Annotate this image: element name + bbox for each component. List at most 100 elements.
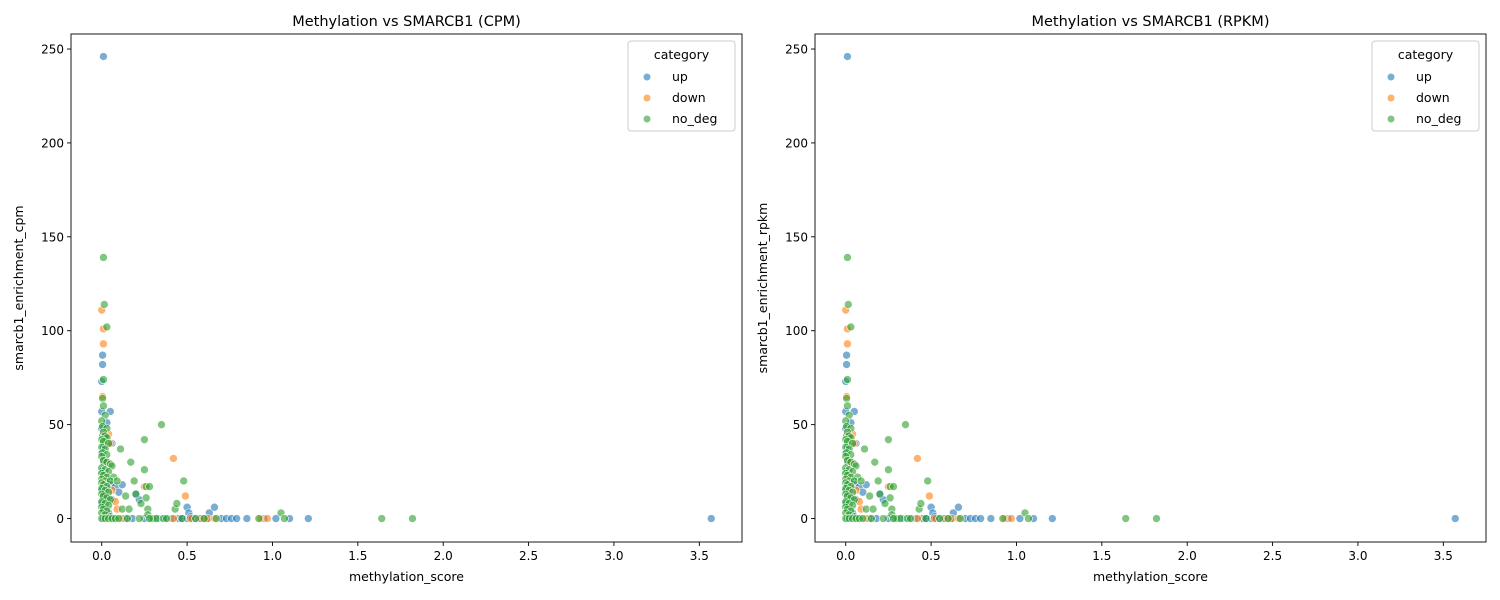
point-no_deg xyxy=(199,514,209,523)
point-up xyxy=(98,350,107,360)
x-axis-label: methylation_score xyxy=(349,569,464,584)
point-down xyxy=(1007,514,1016,523)
point-no_deg xyxy=(889,514,898,523)
point-no_deg xyxy=(136,499,146,508)
legend-marker-up xyxy=(1387,73,1395,81)
point-no_deg xyxy=(99,253,108,262)
legend-box xyxy=(1371,40,1480,132)
point-no_deg xyxy=(135,514,144,523)
point-up xyxy=(1450,514,1460,523)
data-points xyxy=(841,52,1460,523)
legend-marker-up xyxy=(643,73,651,81)
point-no_deg xyxy=(867,514,876,523)
data-points xyxy=(97,52,716,523)
point-no_deg xyxy=(140,465,149,475)
point-no_deg xyxy=(112,476,122,486)
point-no_deg xyxy=(846,322,856,332)
point-no_deg xyxy=(1152,514,1161,523)
point-no_deg xyxy=(870,457,880,467)
point-up xyxy=(232,514,241,523)
point-up xyxy=(706,514,716,523)
legend-marker-no_deg xyxy=(1387,115,1395,123)
legend-marker-no_deg xyxy=(643,115,651,123)
point-no_deg xyxy=(131,489,141,499)
plot-frame xyxy=(70,33,743,543)
point-no_deg xyxy=(889,482,898,491)
point-no_deg xyxy=(102,322,112,332)
point-no_deg xyxy=(140,435,149,444)
y-tick-label: 150 xyxy=(41,230,64,244)
point-no_deg xyxy=(873,476,883,486)
y-tick-label: 50 xyxy=(49,418,64,432)
point-no_deg xyxy=(875,489,885,499)
x-tick-label: 1.5 xyxy=(1092,549,1111,563)
point-no_deg xyxy=(906,514,915,523)
point-down xyxy=(913,454,922,463)
plot-frame xyxy=(814,33,1487,543)
point-up xyxy=(843,52,852,61)
point-no_deg xyxy=(884,465,893,475)
point-no_deg xyxy=(843,253,852,262)
point-up xyxy=(1048,514,1057,523)
point-up xyxy=(842,350,851,360)
point-no_deg xyxy=(172,499,182,508)
y-axis-label: smarcb1_enrichment_cpm xyxy=(11,205,26,370)
legend-label-down: down xyxy=(1416,90,1450,105)
y-tick-label: 200 xyxy=(41,136,64,150)
point-no_deg xyxy=(935,514,944,523)
legend-marker-down xyxy=(643,94,651,102)
y-axis-label: smarcb1_enrichment_rpkm xyxy=(755,203,770,374)
y-tick-label: 250 xyxy=(785,43,808,57)
x-tick-label: 2.5 xyxy=(1263,549,1282,563)
point-no_deg xyxy=(843,300,853,309)
point-no_deg xyxy=(177,514,187,523)
point-no_deg xyxy=(843,401,852,411)
point-no_deg xyxy=(1121,514,1131,523)
point-up xyxy=(242,514,252,523)
point-no_deg xyxy=(157,420,166,429)
legend-label-no_deg: no_deg xyxy=(1416,111,1461,126)
point-no_deg xyxy=(943,514,953,523)
point-down xyxy=(169,454,178,463)
point-no_deg xyxy=(885,493,895,503)
point-up xyxy=(304,514,313,523)
legend-box xyxy=(627,40,736,132)
point-up xyxy=(976,514,985,523)
x-tick-label: 0.5 xyxy=(922,549,941,563)
point-no_deg xyxy=(129,476,139,486)
point-no_deg xyxy=(98,394,107,403)
y-tick-label: 50 xyxy=(793,418,808,432)
point-no_deg xyxy=(860,444,869,454)
point-no_deg xyxy=(124,504,134,514)
point-no_deg xyxy=(880,499,890,508)
point-down xyxy=(181,491,190,501)
legend-title: category xyxy=(654,47,710,62)
point-no_deg xyxy=(868,504,878,514)
point-no_deg xyxy=(921,514,931,523)
y-tick-label: 0 xyxy=(800,512,808,526)
point-no_deg xyxy=(916,499,926,508)
y-tick-label: 250 xyxy=(41,43,64,57)
x-tick-label: 3.5 xyxy=(1434,549,1453,563)
point-up xyxy=(986,514,996,523)
point-no_deg xyxy=(99,375,108,384)
x-tick-label: 3.0 xyxy=(604,549,623,563)
x-tick-label: 3.5 xyxy=(690,549,709,563)
point-no_deg xyxy=(878,514,888,523)
point-no_deg xyxy=(923,476,932,486)
point-no_deg xyxy=(191,514,200,523)
point-down xyxy=(99,339,108,349)
point-up xyxy=(954,502,963,512)
point-no_deg xyxy=(901,420,910,429)
point-no_deg xyxy=(211,514,221,523)
point-no_deg xyxy=(99,401,108,411)
point-no_deg xyxy=(842,394,851,403)
x-tick-label: 0.0 xyxy=(92,549,111,563)
point-no_deg xyxy=(280,514,289,523)
point-no_deg xyxy=(884,435,893,444)
point-no_deg xyxy=(141,493,151,503)
y-tick-label: 100 xyxy=(41,324,64,338)
point-down xyxy=(263,514,272,523)
point-no_deg xyxy=(162,514,171,523)
point-up xyxy=(98,360,107,369)
